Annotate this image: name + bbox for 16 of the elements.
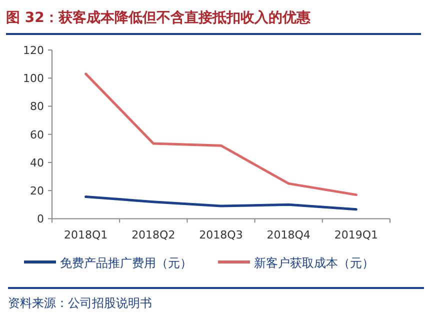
legend-label: 免费产品推广费用（元）: [60, 256, 192, 270]
x-tick-label: 2018Q2: [132, 228, 176, 242]
y-tick-label: 20: [30, 184, 44, 198]
y-tick-label: 60: [30, 128, 44, 142]
legend-label: 新客户获取成本（元）: [254, 256, 374, 270]
x-tick-label: 2018Q1: [64, 228, 108, 242]
y-tick-label: 120: [23, 44, 44, 57]
chart-title: 图 32：获客成本降低但不含直接抵扣收入的优惠: [6, 9, 312, 26]
y-tick-label: 0: [37, 212, 44, 226]
y-tick-label: 80: [30, 100, 44, 114]
x-tick-label: 2019Q1: [334, 228, 378, 242]
text: 资料来源：公司招股说明书: [8, 296, 152, 310]
x-tick-label: 2018Q4: [266, 228, 310, 242]
x-tick-label: 2018Q3: [199, 228, 243, 242]
y-tick-label: 40: [30, 156, 44, 170]
y-tick-label: 100: [23, 72, 44, 86]
